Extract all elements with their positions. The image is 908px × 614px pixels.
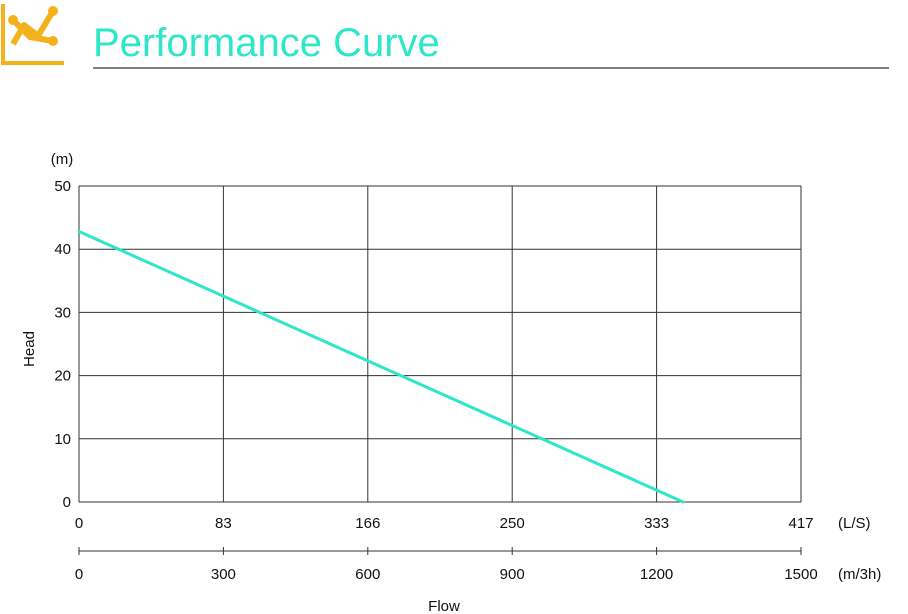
performance-curve-line [77, 230, 685, 504]
x-tick-label-secondary: 1500 [784, 566, 817, 583]
y-axis-unit: (m) [51, 151, 74, 168]
x-tick-label-primary: 83 [215, 515, 232, 532]
line-chart-icon [1, 4, 64, 65]
y-tick-label: 10 [54, 431, 71, 448]
x-tick-label-secondary: 900 [500, 566, 525, 583]
x-tick-label-primary: 417 [788, 515, 813, 532]
x-tick-label-secondary: 0 [75, 566, 83, 583]
x-tick-label-primary: 0 [75, 515, 83, 532]
x-tick-label-secondary: 1200 [640, 566, 673, 583]
y-tick-label: 20 [54, 368, 71, 385]
x-tick-label-secondary: 600 [355, 566, 380, 583]
y-tick-label: 0 [63, 494, 71, 511]
x-tick-label-primary: 333 [644, 515, 669, 532]
x-axis-unit-secondary: (m/3h) [838, 566, 881, 583]
y-tick-label: 30 [54, 304, 71, 321]
x-tick-label-secondary: 300 [211, 566, 236, 583]
x-tick-label-primary: 250 [500, 515, 525, 532]
y-axis-label: Head [21, 331, 38, 367]
y-tick-label: 40 [54, 241, 71, 258]
x-axis-unit-primary: (L/S) [838, 515, 871, 532]
title-divider [93, 67, 889, 69]
x-axis-label: Flow [428, 598, 460, 614]
y-tick-label: 50 [54, 178, 71, 195]
x-tick-label-primary: 166 [355, 515, 380, 532]
page-title: Performance Curve [93, 21, 440, 65]
